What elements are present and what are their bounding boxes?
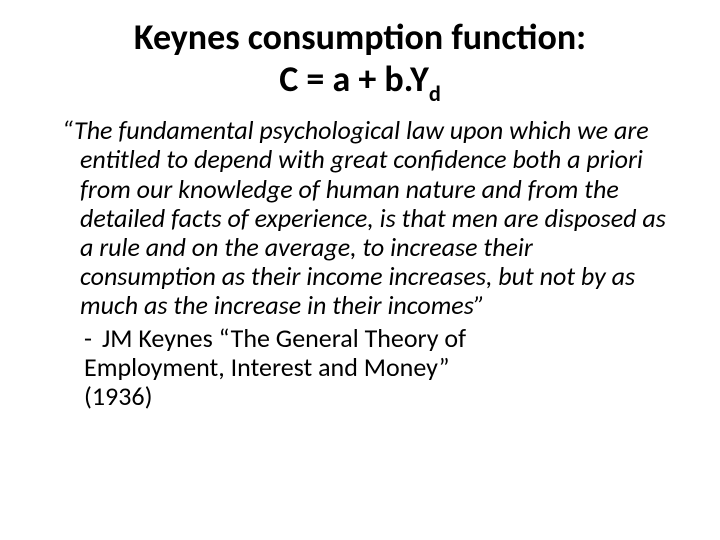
body-text: “The fundamental psychological law upon …	[40, 116, 680, 411]
title-block: Keynes consumption function: C = a + b.Y…	[40, 18, 680, 104]
dash-icon: -	[84, 324, 102, 353]
slide-container: Keynes consumption function: C = a + b.Y…	[0, 0, 720, 540]
attribution-line-1: -JM Keynes “The General Theory of	[84, 324, 674, 353]
attribution-line-3: (1936)	[84, 382, 674, 411]
title-formula-main: C = a + b.Y	[279, 57, 429, 101]
attribution-author-title: JM Keynes “The General Theory of	[102, 322, 466, 354]
title-formula-subscript: d	[429, 80, 441, 107]
title-line-2: C = a + b.Yd	[40, 60, 680, 105]
attribution-block: -JM Keynes “The General Theory of Employ…	[62, 324, 674, 411]
attribution-line-2: Employment, Interest and Money”	[84, 353, 674, 382]
title-line-1: Keynes consumption function:	[40, 18, 680, 58]
quote-paragraph: “The fundamental psychological law upon …	[62, 116, 674, 320]
